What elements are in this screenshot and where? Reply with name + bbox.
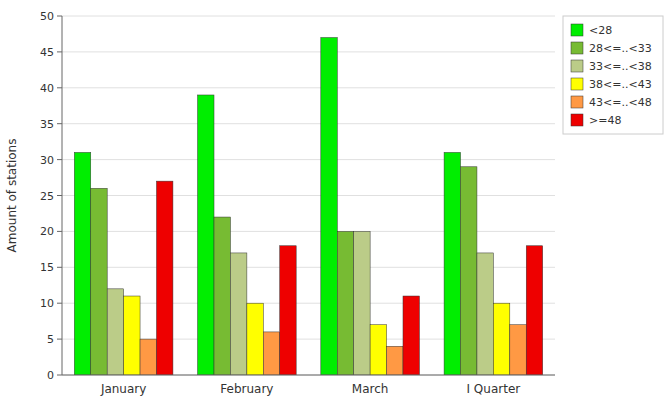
bar xyxy=(461,167,477,375)
bar xyxy=(403,296,419,375)
legend-swatch xyxy=(571,96,583,108)
legend-label: 33<=..<38 xyxy=(589,60,652,73)
y-tick xyxy=(57,195,62,196)
bar xyxy=(370,325,386,375)
y-tick xyxy=(57,267,62,268)
legend-frame xyxy=(563,16,663,134)
bar xyxy=(321,38,337,375)
y-tick xyxy=(57,16,62,17)
bar xyxy=(91,188,107,375)
bar xyxy=(74,152,90,375)
bar xyxy=(354,231,370,375)
y-tick xyxy=(57,87,62,88)
y-tick-label: 30 xyxy=(40,154,54,167)
x-tick-label: January xyxy=(100,382,147,396)
y-tick-label: 35 xyxy=(40,118,54,131)
bar xyxy=(263,332,279,375)
grid-line xyxy=(62,87,555,88)
bar xyxy=(140,339,156,375)
legend-label: 28<=..<33 xyxy=(589,42,652,55)
bar xyxy=(526,246,542,375)
y-tick xyxy=(57,231,62,232)
grid-line xyxy=(62,195,555,196)
legend-swatch xyxy=(571,78,583,90)
y-tick-label: 15 xyxy=(40,261,54,274)
grid-line xyxy=(62,375,555,376)
bar xyxy=(124,296,140,375)
chart: 0 5 10 15 20 25 30 35 40 45 50 January February March… xyxy=(0,0,667,415)
y-tick xyxy=(57,159,62,160)
grid-line xyxy=(62,231,555,232)
y-tick-label: 25 xyxy=(40,190,54,203)
legend-label: 43<=..<48 xyxy=(589,96,652,109)
bar xyxy=(477,253,493,375)
legend-label: 38<=..<43 xyxy=(589,78,652,91)
y-tick-label: 5 xyxy=(47,333,54,346)
legend-label: <28 xyxy=(589,24,612,37)
bar xyxy=(510,325,526,375)
y-axis-label: Amount of stations xyxy=(5,139,19,253)
bar xyxy=(444,152,460,375)
bar xyxy=(387,346,403,375)
legend-swatch xyxy=(571,114,583,126)
y-tick xyxy=(57,375,62,376)
x-axis-line xyxy=(62,375,555,376)
y-tick xyxy=(57,51,62,52)
bar xyxy=(493,303,509,375)
grid xyxy=(62,16,555,375)
x-tick-label: I Quarter xyxy=(467,382,521,396)
bar xyxy=(107,289,123,375)
grid-line xyxy=(62,16,555,17)
y-tick xyxy=(57,339,62,340)
legend-swatch xyxy=(571,42,583,54)
bar xyxy=(230,253,246,375)
grid-line xyxy=(62,51,555,52)
grid-line xyxy=(62,123,555,124)
y-tick-label: 0 xyxy=(47,369,54,382)
bars xyxy=(74,38,542,375)
y-tick-label: 20 xyxy=(40,225,54,238)
x-tick-label: February xyxy=(220,382,273,396)
bar xyxy=(280,246,296,375)
y-tick xyxy=(57,303,62,304)
bar xyxy=(247,303,263,375)
y-tick-label: 40 xyxy=(40,82,54,95)
y-axis-line xyxy=(62,16,63,375)
y-tick xyxy=(57,123,62,124)
y-tick-label: 50 xyxy=(40,10,54,23)
bar xyxy=(198,95,214,375)
y-tick-label: 45 xyxy=(40,46,54,59)
legend-swatch xyxy=(571,60,583,72)
x-tick-label: March xyxy=(352,382,389,396)
bar xyxy=(337,231,353,375)
bar xyxy=(214,217,230,375)
legend-label: >=48 xyxy=(589,114,621,127)
legend: <28 28<=..<33 33<=..<38 38<=..<43 43<=..<48 >… xyxy=(563,16,663,134)
bar xyxy=(156,181,172,375)
grid-line xyxy=(62,159,555,160)
y-tick-label: 10 xyxy=(40,297,54,310)
legend-swatch xyxy=(571,24,583,36)
y-axis: 0 5 10 15 20 25 30 35 40 45 50 xyxy=(40,10,62,382)
